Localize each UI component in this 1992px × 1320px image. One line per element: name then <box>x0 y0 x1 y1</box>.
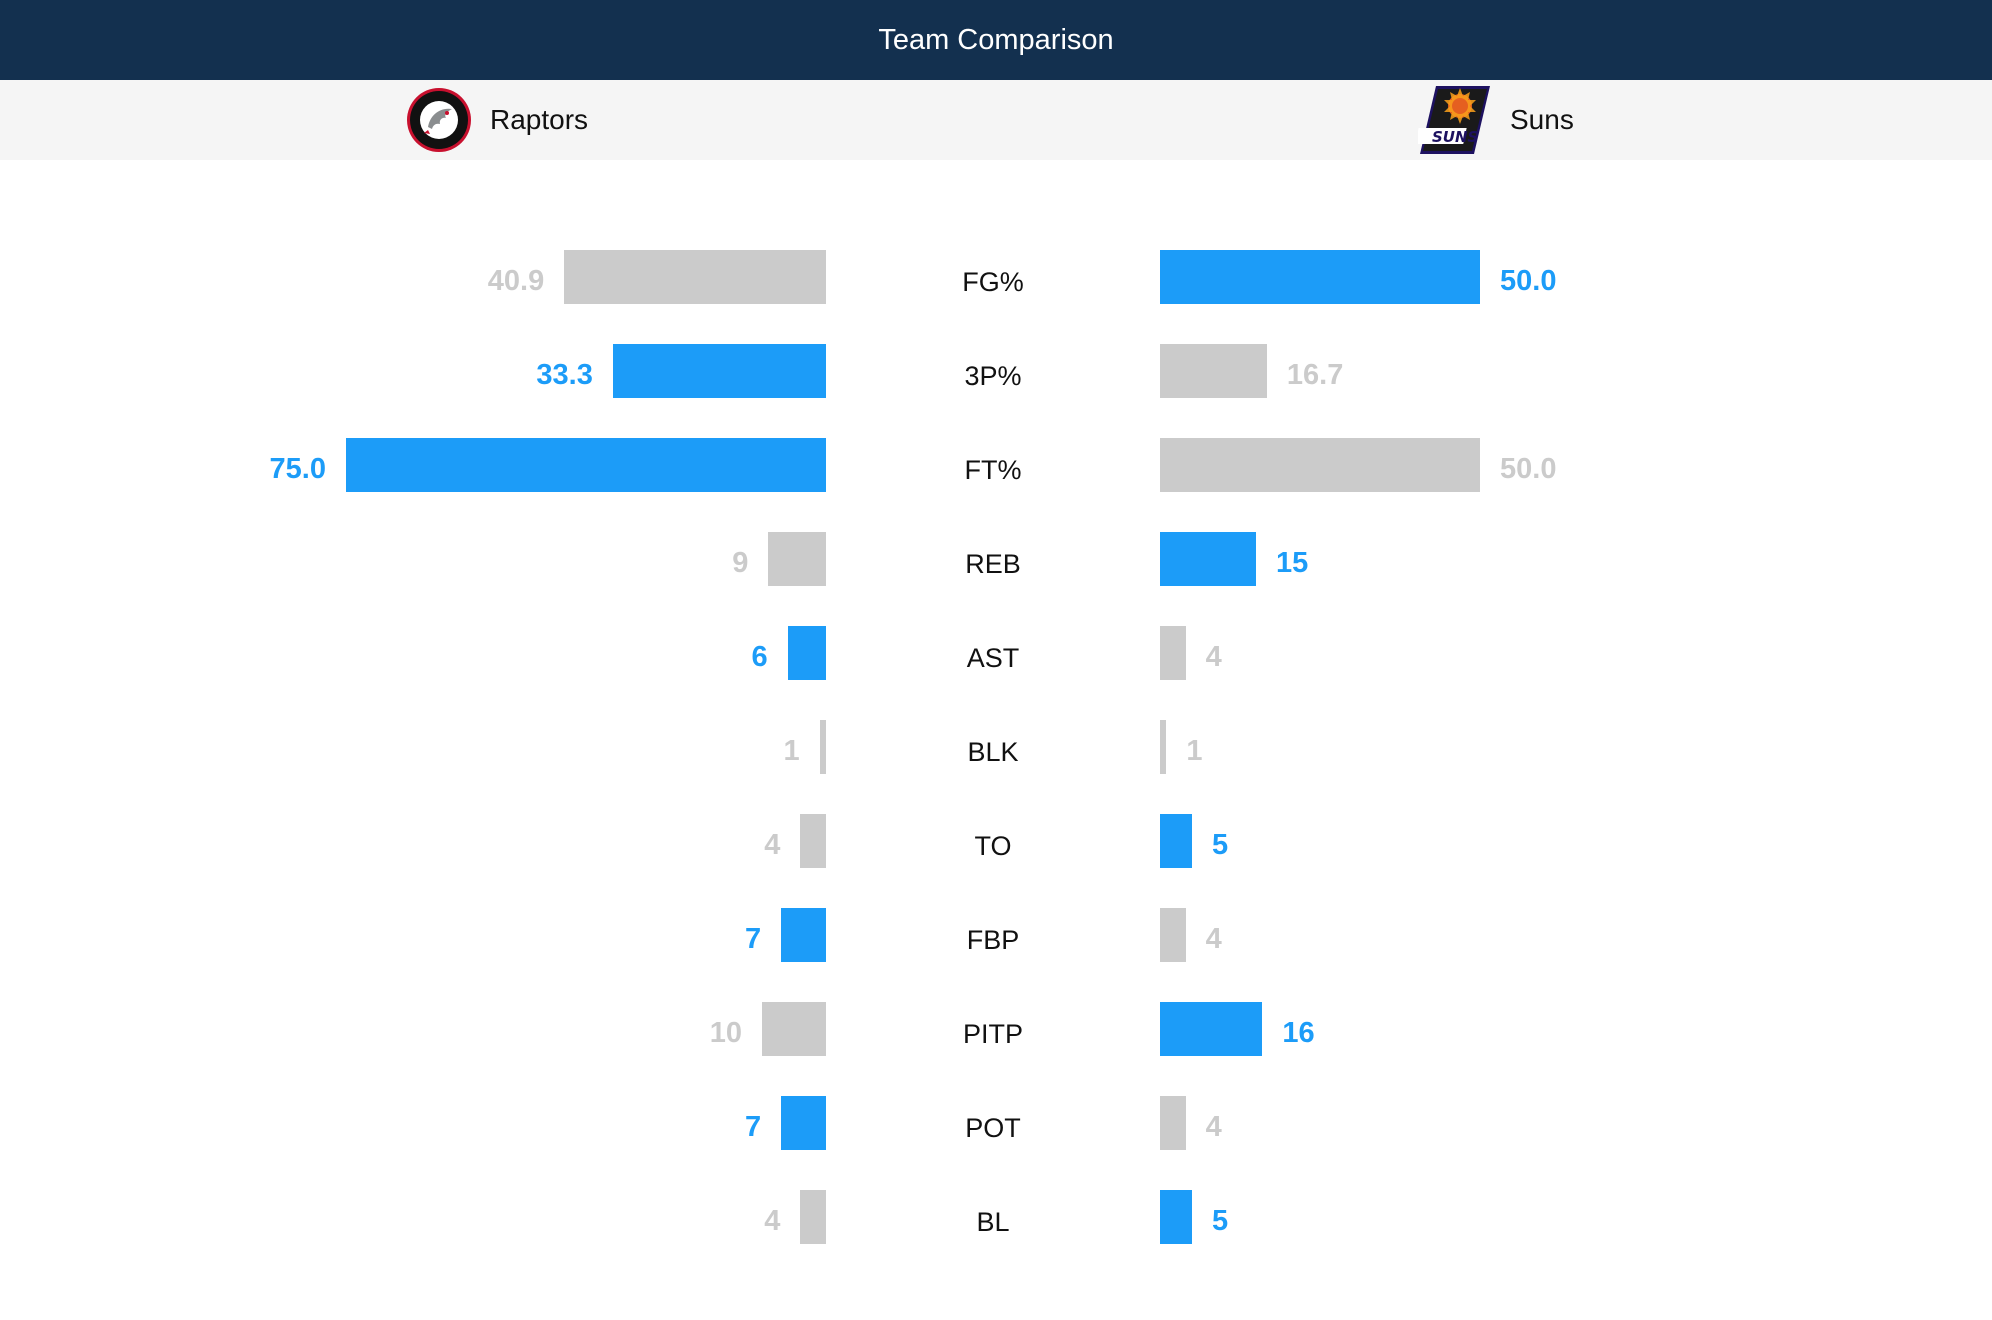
away-value-blk: 1 <box>1186 735 1203 767</box>
away-value-ast: 4 <box>1205 641 1222 673</box>
stat-label-fbp: FBP <box>966 925 1020 955</box>
away-team-name: Suns <box>1510 104 1574 135</box>
header-bar: Team Comparison <box>0 0 1992 80</box>
away-value-ft-pct: 50.0 <box>1500 453 1557 485</box>
home-team: Raptors <box>406 80 588 160</box>
stat-label-pot: POT <box>965 1113 1021 1143</box>
home-value-ast: 6 <box>751 641 768 673</box>
away-bar-pot <box>1160 1096 1186 1150</box>
home-bar-blk <box>819 720 826 774</box>
home-value-blk: 1 <box>783 735 800 767</box>
stat-label-ast: AST <box>966 643 1020 673</box>
home-value-to: 4 <box>764 829 781 861</box>
home-bar-ast <box>787 626 826 680</box>
away-bar-ft-pct <box>1160 438 1480 492</box>
home-value-3p-pct: 33.3 <box>536 359 593 391</box>
away-bar-blk <box>1160 720 1167 774</box>
away-bar-reb <box>1160 532 1256 586</box>
stat-label-3p-pct: 3P% <box>964 361 1022 391</box>
home-bar-ft-pct <box>346 438 826 492</box>
stat-label-to: TO <box>974 831 1012 861</box>
away-value-pitp: 16 <box>1282 1017 1315 1049</box>
away-bar-to <box>1160 814 1192 868</box>
home-bar-fg-pct <box>564 250 826 304</box>
away-value-pot: 4 <box>1205 1111 1222 1143</box>
away-value-3p-pct: 16.7 <box>1286 359 1344 391</box>
away-value-reb: 15 <box>1276 547 1309 579</box>
home-bar-fbp <box>781 908 826 962</box>
home-value-fbp: 7 <box>745 923 762 955</box>
home-bar-bl <box>800 1190 826 1244</box>
away-value-to: 5 <box>1212 829 1229 861</box>
raptors-logo-icon <box>407 88 471 152</box>
away-bar-fg-pct <box>1160 250 1480 304</box>
home-bar-pitp <box>762 1002 826 1056</box>
home-value-pot: 7 <box>745 1111 762 1143</box>
page-title: Team Comparison <box>878 23 1114 56</box>
away-bar-ast <box>1160 626 1186 680</box>
home-value-bl: 4 <box>764 1205 781 1237</box>
home-bar-3p-pct <box>612 344 826 398</box>
home-value-reb: 9 <box>732 547 749 579</box>
away-value-bl: 5 <box>1212 1205 1229 1237</box>
away-bar-bl <box>1160 1190 1192 1244</box>
home-bar-pot <box>781 1096 826 1150</box>
home-value-ft-pct: 75.0 <box>269 453 326 485</box>
home-team-name: Raptors <box>490 104 589 135</box>
away-value-fg-pct: 50.0 <box>1500 265 1557 297</box>
stat-label-bl: BL <box>976 1207 1010 1237</box>
stat-label-fg-pct: FG% <box>962 267 1024 297</box>
home-value-fg-pct: 40.9 <box>487 265 545 297</box>
svg-text:SUNS: SUNS <box>1432 128 1478 146</box>
home-value-pitp: 10 <box>709 1017 742 1049</box>
away-value-fbp: 4 <box>1205 923 1222 955</box>
home-bar-to <box>800 814 826 868</box>
away-bar-fbp <box>1160 908 1186 962</box>
home-bar-reb <box>768 532 826 586</box>
suns-logo-icon: SUNS <box>1418 86 1490 154</box>
stat-label-blk: BLK <box>967 737 1019 767</box>
team-bar: Raptors SUNS Suns <box>0 80 1992 160</box>
away-bar-pitp <box>1160 1002 1263 1056</box>
away-bar-3p-pct <box>1160 344 1267 398</box>
stat-label-reb: REB <box>965 549 1021 579</box>
stat-label-ft-pct: FT% <box>964 455 1022 485</box>
stat-label-pitp: PITP <box>962 1019 1023 1049</box>
away-team: SUNS Suns <box>1418 80 1574 160</box>
